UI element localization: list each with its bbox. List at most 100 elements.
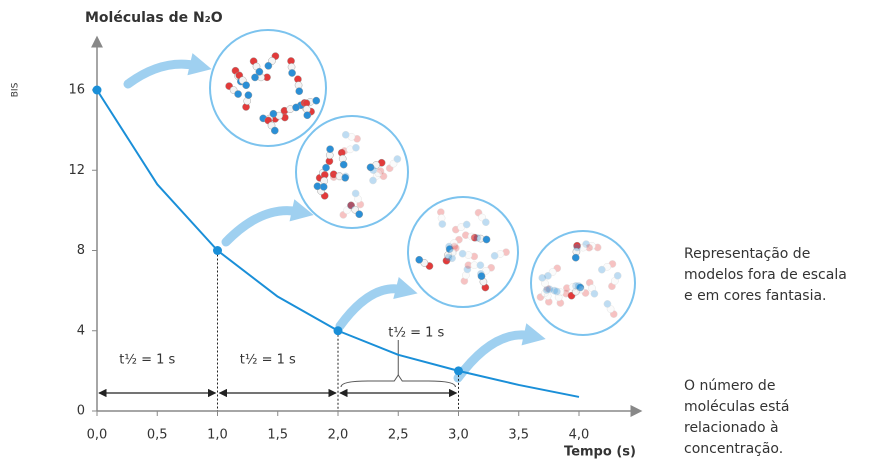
atom: [588, 241, 596, 250]
molecule: [460, 265, 472, 285]
atom: [322, 163, 330, 172]
atom: [545, 285, 554, 294]
x-tick-label: 3,5: [508, 428, 529, 443]
atom: [582, 240, 590, 248]
molecule: [249, 57, 264, 76]
molecule: [235, 71, 250, 90]
illustration-circle: [530, 230, 636, 336]
atom: [255, 67, 264, 76]
atom: [543, 284, 552, 293]
molecule: [445, 235, 463, 251]
atom: [598, 265, 606, 274]
atom: [574, 282, 583, 290]
illustration-arrowhead: [393, 277, 418, 299]
atom: [326, 145, 334, 153]
atom: [312, 96, 321, 105]
illustration-arrowhead: [521, 323, 546, 346]
atom: [462, 271, 470, 280]
molecule: [437, 208, 447, 228]
atom: [445, 245, 454, 253]
atom: [341, 172, 350, 181]
atom: [554, 293, 563, 302]
atom: [588, 284, 596, 293]
atom: [448, 248, 456, 257]
atom: [543, 292, 552, 300]
illustration-arrow: [453, 330, 537, 383]
x-tick-label: 1,0: [207, 428, 228, 443]
molecule: [242, 91, 253, 111]
atom: [478, 213, 486, 222]
x-tick-label: 2,5: [388, 428, 409, 443]
note-line: modelos fora de escala: [684, 267, 847, 283]
annotation: t½ = 1 s: [240, 353, 296, 368]
molecule: [563, 282, 583, 292]
atom: [593, 243, 602, 252]
molecule: [452, 220, 471, 234]
atom: [542, 286, 551, 294]
atom: [541, 289, 549, 297]
atom: [461, 231, 470, 239]
atom: [470, 261, 479, 270]
atom: [356, 200, 365, 209]
molecule: [264, 116, 279, 135]
molecule: [280, 103, 300, 115]
atom: [613, 271, 622, 280]
molecule: [351, 189, 365, 209]
data-point: [213, 246, 222, 255]
atom: [335, 172, 344, 181]
atom: [295, 87, 304, 95]
atom: [572, 282, 580, 290]
molecule: [287, 57, 296, 77]
atom: [269, 109, 278, 118]
atom: [502, 248, 510, 256]
molecule: [325, 145, 334, 165]
molecule: [553, 287, 565, 307]
atom: [379, 172, 388, 181]
atom: [470, 252, 479, 261]
atom: [563, 284, 571, 292]
atom: [444, 253, 453, 262]
molecule: [415, 255, 434, 270]
atom: [355, 210, 364, 219]
illustration-circle: [407, 196, 519, 308]
atom: [556, 299, 565, 307]
atom: [251, 73, 259, 82]
atom: [329, 173, 338, 181]
molecule: [542, 286, 553, 306]
atom: [585, 243, 593, 252]
molecule: [366, 158, 386, 172]
atom: [487, 263, 495, 272]
note-line: O número de: [684, 378, 775, 394]
atom: [458, 249, 467, 258]
molecule: [458, 249, 479, 261]
molecule: [550, 286, 570, 298]
bracket: [340, 374, 456, 388]
atom: [340, 147, 349, 155]
atom: [473, 234, 482, 242]
molecule: [269, 109, 289, 122]
atom: [353, 135, 361, 143]
atom: [452, 244, 460, 252]
x-tick-label: 1,5: [267, 428, 288, 443]
molecule: [264, 52, 280, 70]
atom: [496, 250, 505, 258]
atom: [460, 277, 469, 285]
molecule: [341, 130, 361, 143]
illustration-arrow: [123, 59, 203, 89]
atom: [579, 243, 587, 252]
atom: [476, 261, 485, 270]
atom: [576, 283, 585, 292]
illustration-arrowhead: [289, 199, 314, 222]
atom: [477, 270, 485, 278]
atom: [445, 242, 453, 251]
atom: [376, 167, 385, 175]
atom: [474, 208, 483, 217]
data-point: [333, 326, 343, 336]
molecule: [369, 167, 385, 185]
data-point: [92, 85, 102, 95]
molecule: [347, 201, 364, 219]
note-line: moléculas está: [684, 399, 789, 415]
atom: [393, 155, 402, 163]
note-line: Representação de: [684, 246, 810, 262]
molecule: [573, 243, 593, 252]
